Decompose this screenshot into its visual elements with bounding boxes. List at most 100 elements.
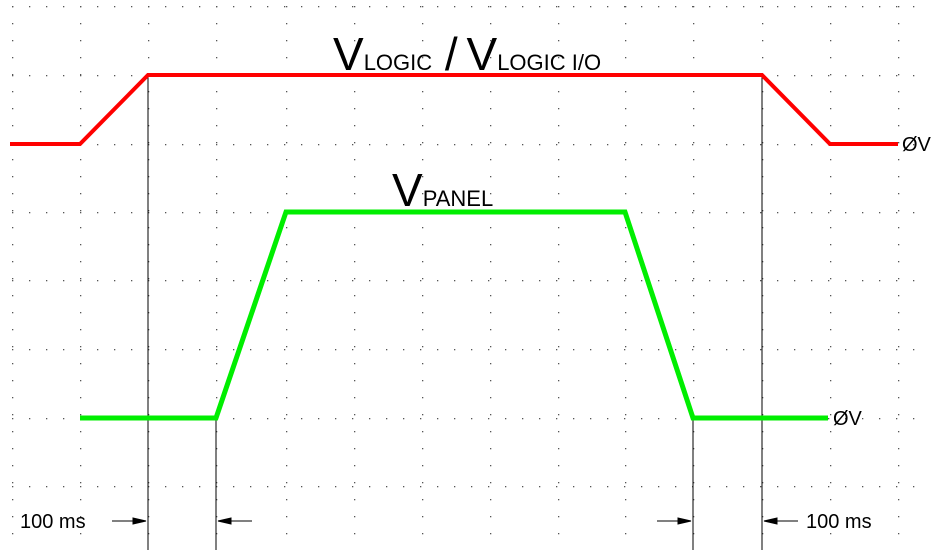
grid-dot bbox=[658, 212, 660, 214]
grid-dot bbox=[693, 108, 695, 110]
grid-dot bbox=[760, 486, 762, 488]
grid-dot bbox=[354, 40, 356, 42]
grid-dot bbox=[354, 431, 356, 433]
grid-dot bbox=[80, 380, 82, 382]
grid-dot bbox=[693, 193, 695, 195]
grid-dot bbox=[558, 159, 560, 161]
grid-dot bbox=[354, 125, 356, 127]
grid-dot bbox=[896, 486, 898, 488]
grid-dot bbox=[762, 346, 764, 348]
grid-dot bbox=[354, 108, 356, 110]
grid-dot bbox=[46, 6, 48, 8]
grid-dot bbox=[12, 91, 14, 93]
grid-dot bbox=[762, 227, 764, 229]
grid-dot bbox=[335, 6, 337, 8]
grid-dot bbox=[898, 414, 900, 416]
grid-dot bbox=[216, 40, 218, 42]
grid-dot bbox=[760, 212, 762, 214]
grid-dot bbox=[539, 144, 541, 146]
grid-dot bbox=[490, 261, 492, 263]
grid-dot bbox=[490, 278, 492, 280]
grid-dot bbox=[80, 448, 82, 450]
grid-dot bbox=[558, 312, 560, 314]
grid-dot bbox=[794, 6, 796, 8]
grid-dot bbox=[250, 486, 252, 488]
grid-dot bbox=[63, 212, 65, 214]
grid-dot bbox=[182, 349, 184, 351]
grid-dot bbox=[422, 448, 424, 450]
grid-dot bbox=[286, 448, 288, 450]
grid-dot bbox=[762, 499, 764, 501]
grid-dot bbox=[558, 346, 560, 348]
grid-dot bbox=[420, 486, 422, 488]
grid-dot bbox=[352, 144, 354, 146]
grid-dot bbox=[693, 23, 695, 25]
grid-dot bbox=[762, 244, 764, 246]
vpanel-waveform bbox=[80, 209, 828, 421]
grid-dot bbox=[80, 431, 82, 433]
grid-dot bbox=[250, 6, 252, 8]
grid-dot bbox=[12, 159, 14, 161]
grid-dot bbox=[896, 75, 898, 77]
grid-dot bbox=[422, 533, 424, 535]
grid-dot bbox=[693, 57, 695, 59]
grid-dot bbox=[267, 486, 269, 488]
grid-dot bbox=[625, 295, 627, 297]
grid-dot bbox=[437, 486, 439, 488]
grid-dot bbox=[46, 486, 48, 488]
grid-dot bbox=[625, 448, 627, 450]
grid-dot bbox=[80, 193, 82, 195]
grid-dot bbox=[762, 380, 764, 382]
grid-dot bbox=[369, 418, 371, 420]
grid-dot bbox=[625, 244, 627, 246]
grid-dot bbox=[641, 418, 643, 420]
grid-dot bbox=[97, 349, 99, 351]
grid-dot bbox=[693, 380, 695, 382]
grid-dot bbox=[165, 280, 167, 282]
vlogic-waveform bbox=[10, 73, 898, 146]
grid-dot bbox=[522, 486, 524, 488]
grid-dot bbox=[625, 465, 627, 467]
grid-dot bbox=[12, 346, 14, 348]
grid-dot bbox=[471, 349, 473, 351]
grid-dot bbox=[830, 295, 832, 297]
grid-dot bbox=[352, 418, 354, 420]
grid-dot bbox=[830, 278, 832, 280]
vpanel-main: V bbox=[392, 164, 423, 216]
grid-dot bbox=[811, 75, 813, 77]
grid-dot bbox=[354, 363, 356, 365]
grid-dot bbox=[216, 23, 218, 25]
grid-dot bbox=[607, 486, 609, 488]
grid-dot bbox=[743, 349, 745, 351]
grid-dot bbox=[12, 397, 14, 399]
grid-dot bbox=[286, 295, 288, 297]
grid-dot bbox=[148, 363, 150, 365]
grid-dot bbox=[216, 516, 218, 518]
grid-dot bbox=[558, 380, 560, 382]
grid-dot bbox=[80, 499, 82, 501]
grid-dot bbox=[913, 144, 915, 146]
grid-dot bbox=[165, 144, 167, 146]
grid-dot bbox=[29, 212, 31, 214]
grid-dot bbox=[267, 212, 269, 214]
grid-dot bbox=[862, 280, 864, 282]
vpanel-zero-label: ØV bbox=[833, 408, 863, 430]
grid-dot bbox=[624, 418, 626, 420]
grid-dot bbox=[709, 144, 711, 146]
grid-dot bbox=[558, 261, 560, 263]
grid-dot bbox=[233, 280, 235, 282]
grid-dot bbox=[250, 212, 252, 214]
grid-dot bbox=[762, 533, 764, 535]
grid-dot bbox=[879, 486, 881, 488]
grid-dot bbox=[97, 280, 99, 282]
grid-dot bbox=[422, 176, 424, 178]
grid-dot bbox=[625, 91, 627, 93]
grid-dot bbox=[80, 295, 82, 297]
grid-dot bbox=[12, 193, 14, 195]
grid-dot bbox=[148, 23, 150, 25]
grid-dot bbox=[625, 329, 627, 331]
grid-dot bbox=[625, 108, 627, 110]
grid-dot bbox=[354, 193, 356, 195]
grid-dot bbox=[80, 91, 82, 93]
grid-dot bbox=[80, 176, 82, 178]
